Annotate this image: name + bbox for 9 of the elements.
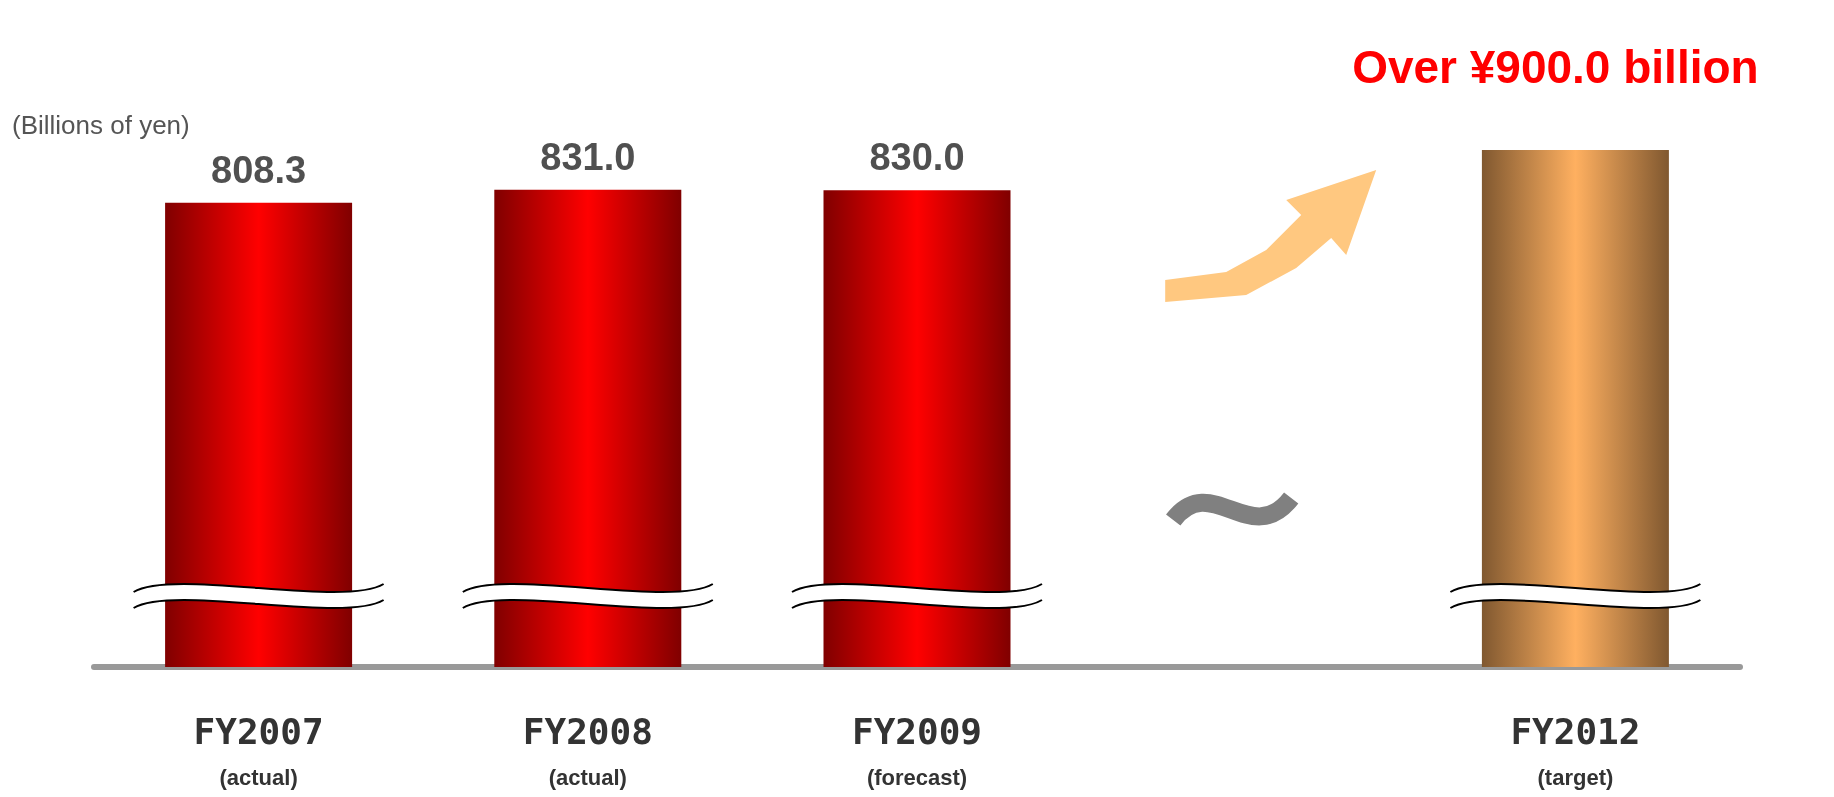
data-label: 808.3 [211, 148, 307, 191]
text: (Billions of yen) [12, 110, 190, 140]
data-label: 831.0 [540, 135, 636, 178]
x-tick-label: FY2012 (target) [1510, 710, 1641, 790]
x-tick-label: FY2007 (actual) [193, 710, 324, 790]
x-tick-label: FY2008 (actual) [522, 710, 653, 790]
x-tick-label: FY2009 (forecast) [851, 710, 983, 790]
data-label: 830.0 [869, 136, 965, 179]
data-label: Over ¥900.0 billion [1352, 41, 1759, 93]
